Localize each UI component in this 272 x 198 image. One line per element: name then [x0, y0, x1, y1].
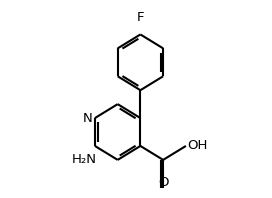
Text: OH: OH: [187, 139, 208, 152]
Text: H₂N: H₂N: [72, 153, 97, 166]
Text: N: N: [83, 112, 93, 125]
Text: O: O: [158, 176, 168, 189]
Text: F: F: [137, 11, 144, 24]
